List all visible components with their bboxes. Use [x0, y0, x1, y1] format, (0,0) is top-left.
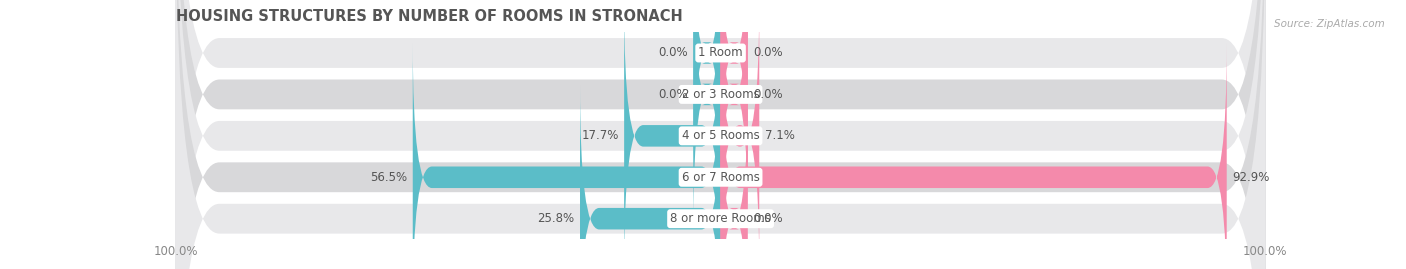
- Text: 92.9%: 92.9%: [1232, 171, 1270, 184]
- FancyBboxPatch shape: [721, 84, 748, 269]
- Text: 25.8%: 25.8%: [537, 212, 575, 225]
- FancyBboxPatch shape: [176, 0, 1265, 269]
- FancyBboxPatch shape: [721, 0, 748, 229]
- FancyBboxPatch shape: [176, 0, 1265, 269]
- FancyBboxPatch shape: [176, 0, 1265, 269]
- Text: 0.0%: 0.0%: [754, 47, 783, 59]
- Text: 6 or 7 Rooms: 6 or 7 Rooms: [682, 171, 759, 184]
- Text: 4 or 5 Rooms: 4 or 5 Rooms: [682, 129, 759, 142]
- Text: 8 or more Rooms: 8 or more Rooms: [671, 212, 770, 225]
- Text: 17.7%: 17.7%: [581, 129, 619, 142]
- FancyBboxPatch shape: [581, 84, 721, 269]
- FancyBboxPatch shape: [721, 2, 759, 269]
- FancyBboxPatch shape: [176, 0, 1265, 269]
- Text: 0.0%: 0.0%: [754, 212, 783, 225]
- Text: 7.1%: 7.1%: [765, 129, 794, 142]
- FancyBboxPatch shape: [721, 0, 748, 187]
- Text: 0.0%: 0.0%: [658, 47, 688, 59]
- Text: 0.0%: 0.0%: [754, 88, 783, 101]
- Text: 1 Room: 1 Room: [699, 47, 742, 59]
- FancyBboxPatch shape: [176, 0, 1265, 269]
- Text: HOUSING STRUCTURES BY NUMBER OF ROOMS IN STRONACH: HOUSING STRUCTURES BY NUMBER OF ROOMS IN…: [176, 9, 682, 24]
- FancyBboxPatch shape: [693, 0, 721, 187]
- FancyBboxPatch shape: [624, 2, 721, 269]
- FancyBboxPatch shape: [413, 43, 721, 269]
- FancyBboxPatch shape: [693, 0, 721, 229]
- Text: 56.5%: 56.5%: [370, 171, 408, 184]
- Text: Source: ZipAtlas.com: Source: ZipAtlas.com: [1274, 19, 1385, 29]
- Text: 0.0%: 0.0%: [658, 88, 688, 101]
- Text: 2 or 3 Rooms: 2 or 3 Rooms: [682, 88, 759, 101]
- FancyBboxPatch shape: [721, 43, 1226, 269]
